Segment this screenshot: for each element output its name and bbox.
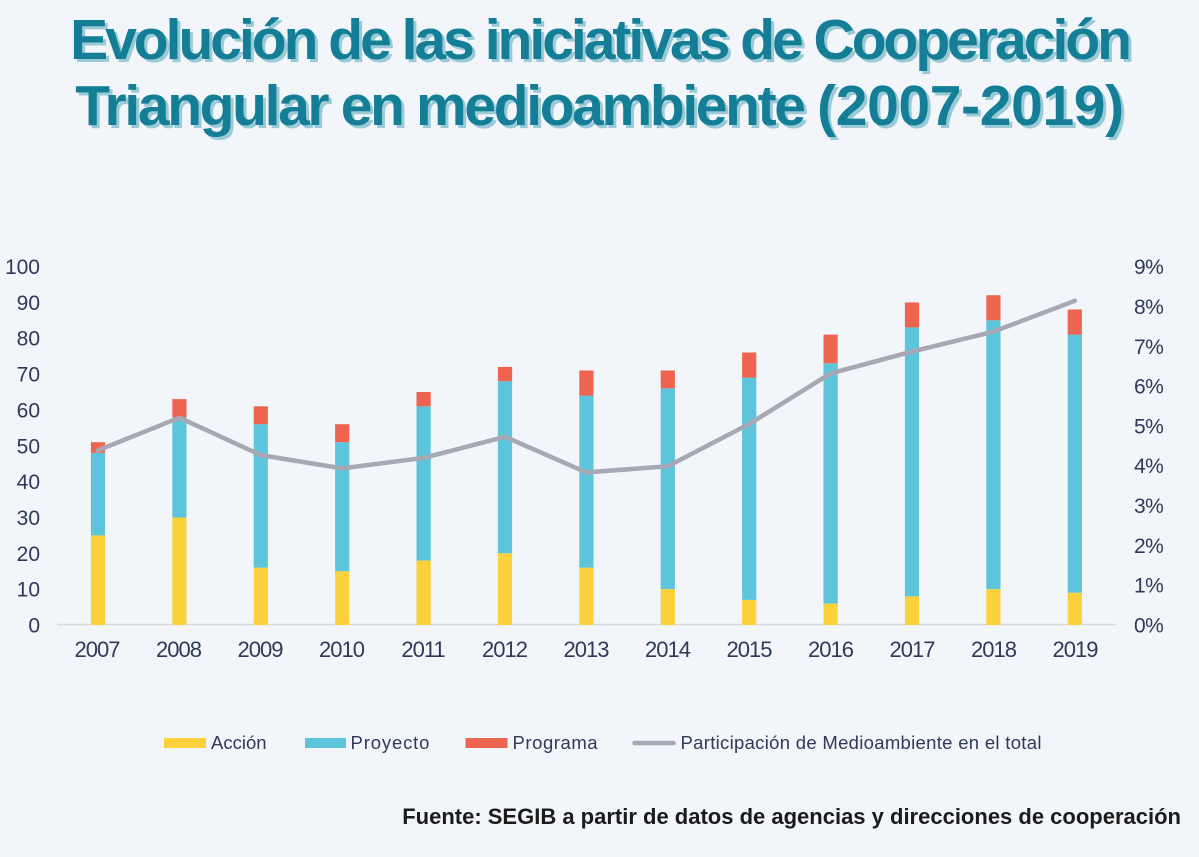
svg-text:2016: 2016 (808, 637, 854, 662)
svg-text:30: 30 (17, 507, 40, 530)
svg-text:2%: 2% (1134, 535, 1163, 558)
svg-text:7%: 7% (1134, 336, 1163, 359)
svg-text:2012: 2012 (482, 637, 528, 662)
svg-text:2008: 2008 (156, 637, 202, 662)
svg-text:60: 60 (17, 399, 40, 422)
svg-text:9%: 9% (1134, 256, 1163, 279)
svg-text:Proyecto: Proyecto (351, 732, 431, 753)
svg-text:1%: 1% (1134, 575, 1163, 598)
svg-text:2018: 2018 (971, 637, 1017, 662)
svg-text:20: 20 (17, 543, 40, 566)
svg-text:Programa: Programa (513, 732, 599, 753)
svg-text:3%: 3% (1134, 495, 1163, 518)
svg-text:5%: 5% (1134, 415, 1163, 438)
svg-text:2013: 2013 (564, 637, 610, 662)
svg-text:Participación de Medioambiente: Participación de Medioambiente en el tot… (681, 732, 1042, 753)
svg-text:10: 10 (17, 579, 40, 602)
svg-text:4%: 4% (1134, 455, 1163, 478)
svg-text:8%: 8% (1134, 296, 1163, 319)
svg-text:2017: 2017 (890, 637, 936, 662)
svg-text:2009: 2009 (238, 637, 284, 662)
svg-text:90: 90 (17, 292, 40, 315)
svg-text:50: 50 (17, 435, 40, 458)
svg-text:2011: 2011 (401, 637, 445, 662)
svg-text:6%: 6% (1134, 376, 1163, 399)
svg-text:2019: 2019 (1053, 637, 1099, 662)
svg-text:2015: 2015 (727, 637, 773, 662)
svg-text:0%: 0% (1134, 615, 1163, 638)
svg-text:40: 40 (17, 471, 40, 494)
svg-text:0: 0 (28, 615, 40, 638)
svg-text:70: 70 (17, 364, 40, 387)
svg-text:100: 100 (5, 256, 40, 279)
svg-text:2010: 2010 (319, 637, 365, 662)
svg-text:2014: 2014 (645, 637, 691, 662)
svg-text:Acción: Acción (211, 732, 267, 753)
svg-text:80: 80 (17, 328, 40, 351)
svg-text:2007: 2007 (75, 637, 121, 662)
